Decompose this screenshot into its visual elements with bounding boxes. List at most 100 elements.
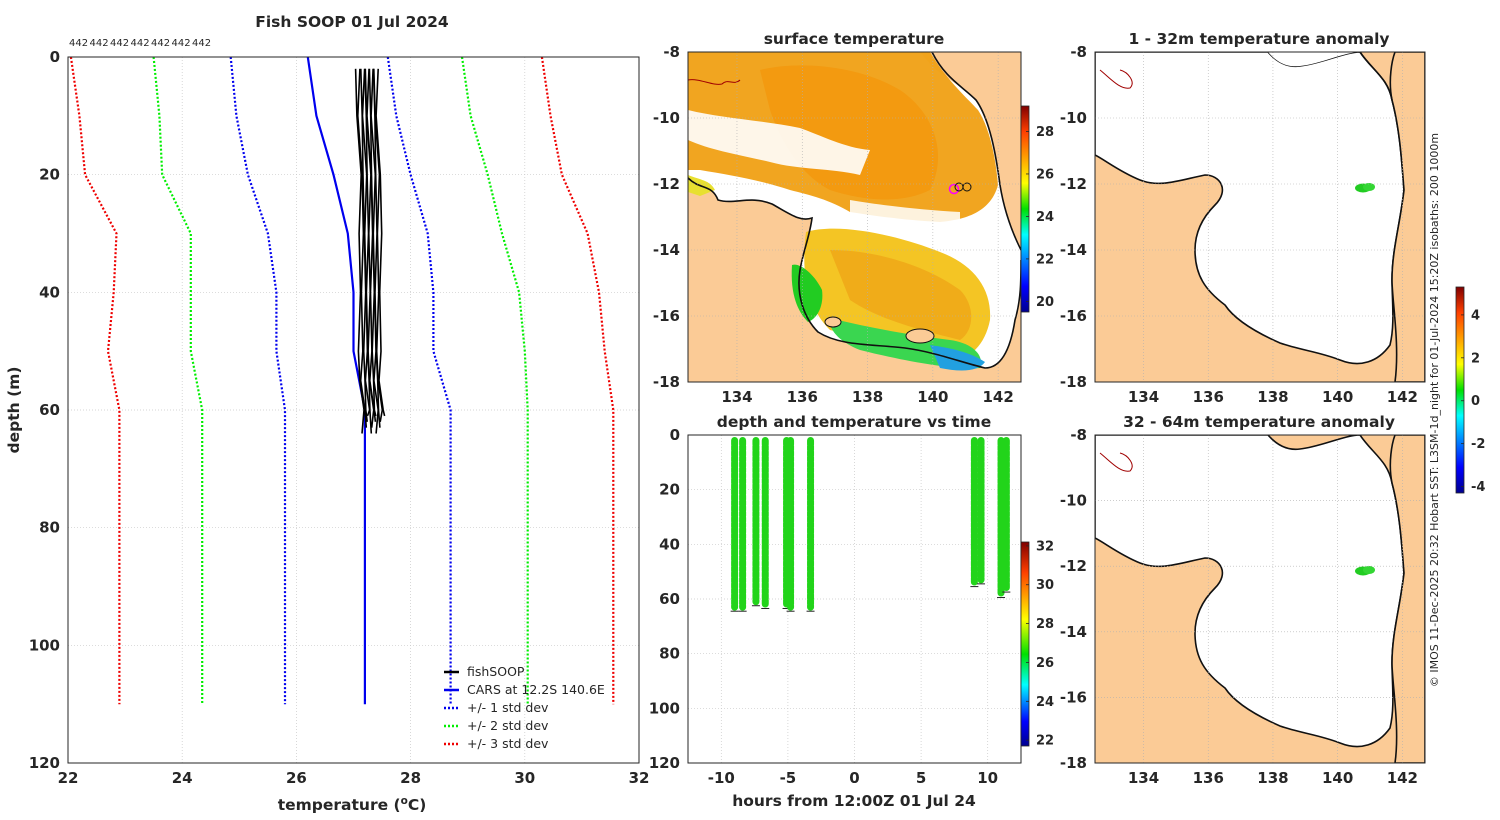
anomaly-1-32-map <box>1095 52 1425 382</box>
map-y-tick-label: -16 <box>653 307 680 325</box>
profile-series <box>69 56 615 705</box>
anomaly-32-64-ticks: 134 136 138 140 142 -8 -10 -12 -14 -16 -18 <box>1060 426 1418 787</box>
cast-count-labels: 442 442 442 442 442 442 442 <box>69 38 211 49</box>
profile-ticks: 22 24 26 28 30 32 0 20 40 60 80 100 120 <box>29 48 650 787</box>
profile-xlabel: temperature (oC) <box>278 795 427 814</box>
legend-label: +/- 2 std dev <box>467 718 549 733</box>
map-y-tick-label: -14 <box>653 241 680 259</box>
x-tick-label: 32 <box>629 769 650 787</box>
map-x-tick-label: 136 <box>1193 388 1224 406</box>
land-cape-york <box>920 52 1021 250</box>
cast-count-label: 442 <box>151 38 170 49</box>
cast-marker <box>962 182 972 192</box>
profile-line-lower-4 <box>69 56 121 705</box>
map-y-tick-label: -10 <box>1060 492 1087 510</box>
map-x-tick-label: 138 <box>852 388 883 406</box>
y-tick-label: 0 <box>50 48 60 66</box>
anomaly-1-32-panel: 1 - 32m temperature anomaly 134 136 138 140… <box>1060 30 1426 406</box>
depth-time-xlabel: hours from 12:00Z 01 Jul 24 <box>732 792 976 810</box>
colorbar-tick-label: 22 <box>1036 252 1054 267</box>
dt-x-tick-label: 5 <box>916 769 926 787</box>
cast-count-label: 442 <box>110 38 129 49</box>
colorbar-tick-label: 20 <box>1036 295 1054 310</box>
map-x-tick-label: 142 <box>1387 388 1418 406</box>
colorbar-tick-label: -2 <box>1471 437 1485 452</box>
sst-cloud-1 <box>688 110 870 175</box>
cast-count-label: 442 <box>131 38 150 49</box>
legend-label: +/- 1 std dev <box>467 700 549 715</box>
depth-time-panel: depth and temperature vs time -10 -5 0 5 100… <box>649 413 1054 810</box>
y-tick-label: 60 <box>39 401 60 419</box>
profile-line-upper-2 <box>386 56 452 705</box>
map-y-tick-label: -8 <box>1070 426 1087 444</box>
map-y-tick-label: -12 <box>1060 557 1087 575</box>
profile-line-upper-3 <box>460 56 529 705</box>
anomaly-1-32-title: 1 - 32m temperature anomaly <box>1128 30 1389 48</box>
profile-line-lower-3 <box>152 56 204 705</box>
map-x-tick-label: 138 <box>1257 388 1288 406</box>
sst-map-area <box>688 52 1021 382</box>
cast-count-label: 442 <box>69 38 88 49</box>
dt-x-tick-label: 0 <box>849 769 859 787</box>
isobath-north <box>688 79 741 85</box>
map-x-tick-label: 138 <box>1257 769 1288 787</box>
fishsoop-trace <box>364 68 373 434</box>
colorbar-tick-label: 26 <box>1036 167 1054 182</box>
anomaly-32-64-title: 32 - 64m temperature anomaly <box>1123 413 1395 431</box>
map-y-tick-label: -12 <box>1060 175 1087 193</box>
anomaly-32-64-panel: 32 - 64m temperature anomaly 134 136 138 14… <box>1060 286 1485 787</box>
map-y-tick-label: -16 <box>1060 688 1087 706</box>
anomaly-colorbar <box>1455 286 1465 494</box>
x-tick-label: 22 <box>58 769 79 787</box>
x-tick-label: 26 <box>286 769 307 787</box>
map-y-tick-label: -18 <box>1060 373 1087 391</box>
land-west-south <box>688 178 1021 382</box>
fishsoop-trace <box>366 68 377 422</box>
colorbar-tick-label: 28 <box>1036 617 1054 632</box>
y-tick-label: 80 <box>39 519 60 537</box>
profile-ylabel: depth (m) <box>5 367 23 454</box>
sst-cloud-2 <box>850 200 960 238</box>
sst-grid <box>688 51 1021 383</box>
anomaly-32-64-map <box>1095 435 1425 763</box>
colorbar-tick-label: 30 <box>1036 578 1054 593</box>
sst-map-panel: surface temperature <box>653 30 1054 406</box>
cast-count-label: 442 <box>172 38 191 49</box>
legend-label: +/- 3 std dev <box>467 736 549 751</box>
depth-time-title: depth and temperature vs time <box>717 413 991 431</box>
colorbar-tick-label: 26 <box>1036 656 1054 671</box>
dt-x-tick-label: -10 <box>708 769 735 787</box>
y-tick-label: 120 <box>29 754 60 772</box>
colorbar-tick-label: 0 <box>1471 394 1480 409</box>
sst-ticks: 134 136 138 140 142 -8 -10 -12 -14 -16 -18 <box>653 43 1014 406</box>
colorbar-tick-label: 24 <box>1036 695 1054 710</box>
map-y-tick-label: -18 <box>653 373 680 391</box>
profile-line-upper-4 <box>540 56 615 705</box>
sst-colorbar-ticks: 20 22 24 26 28 <box>1026 125 1054 310</box>
map-y-tick-label: -16 <box>1060 307 1087 325</box>
map-x-tick-label: 134 <box>1128 769 1159 787</box>
legend-label: CARS at 12.2S 140.6E <box>467 682 605 697</box>
colorbar-tick-label: 28 <box>1036 125 1054 140</box>
dt-x-tick-label: -5 <box>780 769 797 787</box>
y-tick-label: 20 <box>39 166 60 184</box>
map-y-tick-label: -8 <box>1070 43 1087 61</box>
depth-time-colorbar-ticks: 22 24 26 28 30 32 <box>1026 539 1054 749</box>
cast-count-label: 442 <box>192 38 211 49</box>
map-y-tick-label: -10 <box>653 109 680 127</box>
depth-time-colorbar <box>1020 541 1030 747</box>
dt-y-tick-label: 20 <box>659 481 680 499</box>
fishsoop-trace <box>375 68 386 417</box>
profile-title: Fish SOOP 01 Jul 2024 <box>255 13 449 31</box>
dt-y-tick-label: 40 <box>659 535 680 553</box>
sst-title: surface temperature <box>764 30 945 48</box>
profile-line-lower-2 <box>229 56 287 705</box>
map-y-tick-label: -18 <box>1060 754 1087 772</box>
map-y-tick-label: -14 <box>1060 623 1087 641</box>
sst-gulf-warm <box>830 250 972 340</box>
colorbar-tick-label: 22 <box>1036 734 1054 749</box>
map-y-tick-label: -10 <box>1060 109 1087 127</box>
map-x-tick-label: 134 <box>721 388 752 406</box>
map-x-tick-label: 140 <box>1322 769 1353 787</box>
map-x-tick-label: 142 <box>982 388 1013 406</box>
